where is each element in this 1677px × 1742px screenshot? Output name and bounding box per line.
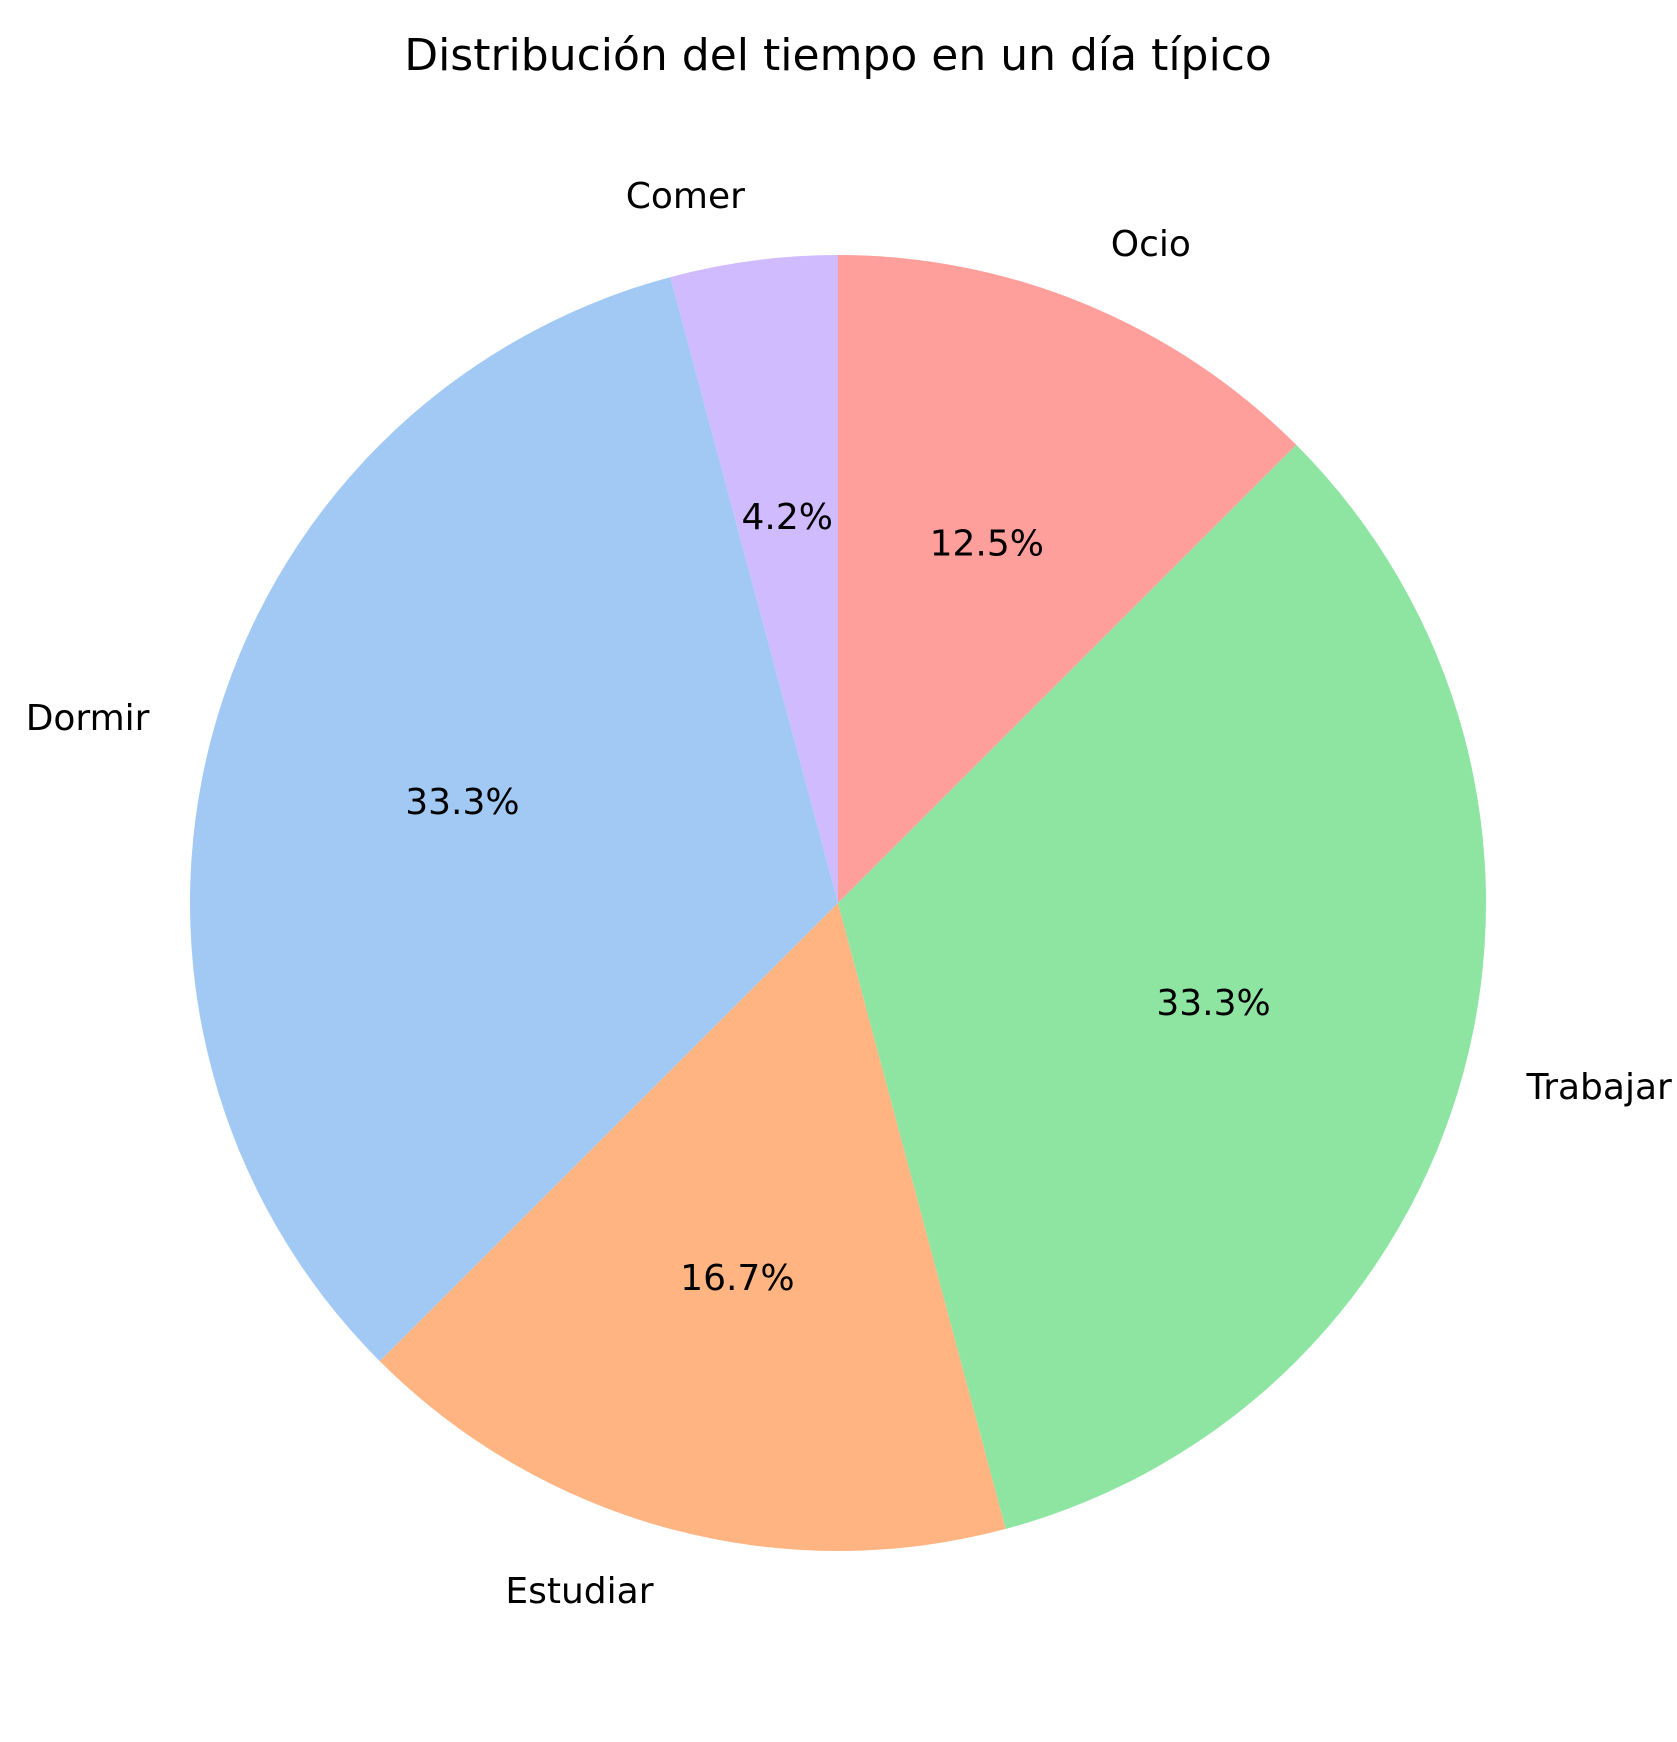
slice-percent-trabajar: 33.3% [1156, 983, 1270, 1024]
slice-label-trabajar: Trabajar [1526, 1067, 1673, 1108]
slice-percent-dormir: 33.3% [405, 782, 519, 823]
slice-percent-comer: 4.2% [742, 497, 833, 538]
slice-label-estudiar: Estudiar [505, 1571, 653, 1612]
pie-labels: Comer 4.2% Dormir 33.3% Estudiar 16.7% Trabaja… [26, 176, 1672, 1612]
slice-label-ocio: Ocio [1111, 224, 1191, 265]
pie-slice-dormir [189, 277, 838, 1362]
slice-label-comer: Comer [626, 176, 745, 217]
pie-slice-estudiar [379, 903, 1006, 1551]
pie-slice-ocio [838, 255, 1297, 903]
slice-percent-estudiar: 16.7% [680, 1258, 794, 1299]
pie-slice-comer [670, 255, 838, 903]
pie-slices [189, 255, 1486, 1551]
slice-percent-ocio: 12.5% [930, 523, 1044, 564]
slice-label-dormir: Dormir [26, 698, 150, 739]
chart-title: Distribución del tiempo en un día típico [404, 30, 1272, 81]
pie-slice-trabajar [838, 444, 1486, 1529]
